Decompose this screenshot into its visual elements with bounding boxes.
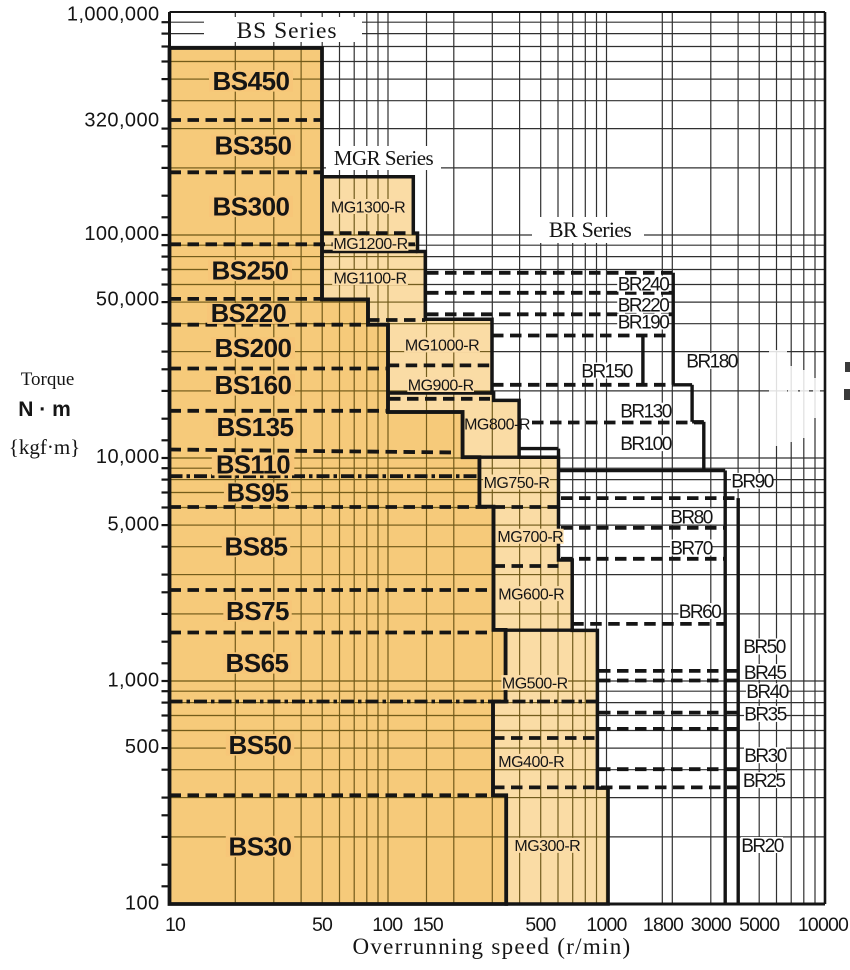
svg-text:BS30: BS30 — [228, 831, 291, 861]
svg-text:Overrunning speed (r/min): Overrunning speed (r/min) — [352, 934, 631, 959]
svg-text:MG400-R: MG400-R — [498, 754, 564, 771]
svg-text:320,000: 320,000 — [84, 110, 159, 132]
svg-text:10000: 10000 — [798, 914, 849, 936]
svg-text:MG1000-R: MG1000-R — [405, 338, 479, 355]
svg-text:MGR Series: MGR Series — [334, 146, 434, 170]
svg-text:BS85: BS85 — [224, 531, 287, 561]
svg-text:BR190: BR190 — [618, 312, 670, 333]
svg-text:BS300: BS300 — [213, 191, 290, 221]
svg-text:BR20: BR20 — [741, 836, 783, 857]
svg-text:BR35: BR35 — [744, 705, 786, 726]
svg-text:{kgf·m}: {kgf·m} — [9, 435, 80, 459]
svg-text:50,000: 50,000 — [96, 289, 160, 311]
svg-text:BR220: BR220 — [618, 296, 670, 317]
svg-text:MG1100-R: MG1100-R — [333, 270, 406, 287]
svg-text:100,000: 100,000 — [84, 223, 159, 245]
svg-text:BR90: BR90 — [731, 472, 773, 493]
svg-text:BS135: BS135 — [217, 412, 294, 442]
svg-text:BS65: BS65 — [225, 648, 288, 678]
svg-text:BR30: BR30 — [744, 746, 786, 767]
svg-text:BS Series: BS Series — [236, 18, 337, 44]
svg-text:BR70: BR70 — [670, 538, 712, 559]
svg-text:BR Series: BR Series — [549, 217, 631, 242]
svg-text:BR80: BR80 — [670, 507, 712, 528]
svg-text:BS200: BS200 — [215, 333, 292, 363]
svg-text:5000: 5000 — [739, 914, 780, 936]
svg-text:100: 100 — [372, 914, 403, 936]
svg-text:BS95: BS95 — [227, 480, 289, 508]
svg-text:BS110: BS110 — [216, 452, 290, 480]
svg-text:BR180: BR180 — [686, 352, 738, 373]
svg-text:BS220: BS220 — [211, 300, 287, 328]
svg-text:BR130: BR130 — [620, 402, 672, 423]
svg-text:BS75: BS75 — [226, 596, 289, 626]
svg-text:150: 150 — [413, 914, 444, 936]
svg-text:MG500-R: MG500-R — [502, 675, 568, 692]
svg-text:BS450: BS450 — [213, 66, 290, 96]
svg-text:MG900-R: MG900-R — [408, 377, 474, 394]
svg-text:100: 100 — [125, 893, 160, 915]
svg-text:10,000: 10,000 — [96, 446, 160, 468]
svg-text:BS350: BS350 — [215, 130, 292, 160]
svg-text:BS160: BS160 — [215, 370, 292, 400]
svg-text:50: 50 — [312, 914, 333, 936]
svg-text:BS250: BS250 — [212, 255, 289, 285]
svg-text:MG700-R: MG700-R — [497, 529, 563, 546]
svg-text:MG1200-R: MG1200-R — [333, 236, 407, 253]
svg-text:BR50: BR50 — [743, 637, 785, 658]
svg-text:BR150: BR150 — [581, 361, 633, 382]
svg-text:BR100: BR100 — [620, 434, 672, 455]
svg-text:1000: 1000 — [586, 914, 627, 936]
svg-text:3000: 3000 — [691, 914, 732, 936]
svg-text:5,000: 5,000 — [107, 514, 159, 536]
svg-text:Torque: Torque — [21, 369, 75, 390]
svg-text:BS50: BS50 — [228, 730, 291, 760]
svg-text:10: 10 — [165, 914, 186, 936]
svg-text:BR60: BR60 — [679, 602, 721, 623]
svg-text:BR240: BR240 — [618, 275, 670, 296]
svg-text:1800: 1800 — [643, 914, 684, 936]
svg-text:500: 500 — [125, 736, 160, 758]
svg-text:MG600-R: MG600-R — [498, 586, 564, 603]
svg-text:1,000,000: 1,000,000 — [67, 4, 160, 26]
svg-text:1,000: 1,000 — [107, 670, 159, 692]
svg-text:N · m: N · m — [18, 398, 71, 421]
svg-text:BR45: BR45 — [744, 663, 786, 684]
svg-text:BR40: BR40 — [746, 682, 788, 703]
svg-text:MG300-R: MG300-R — [514, 838, 580, 855]
svg-text:MG800-R: MG800-R — [464, 416, 530, 433]
svg-text:BR25: BR25 — [743, 771, 785, 792]
svg-text:500: 500 — [525, 914, 556, 936]
svg-text:MG750-R: MG750-R — [484, 475, 550, 492]
svg-text:MG1300-R: MG1300-R — [331, 199, 405, 216]
